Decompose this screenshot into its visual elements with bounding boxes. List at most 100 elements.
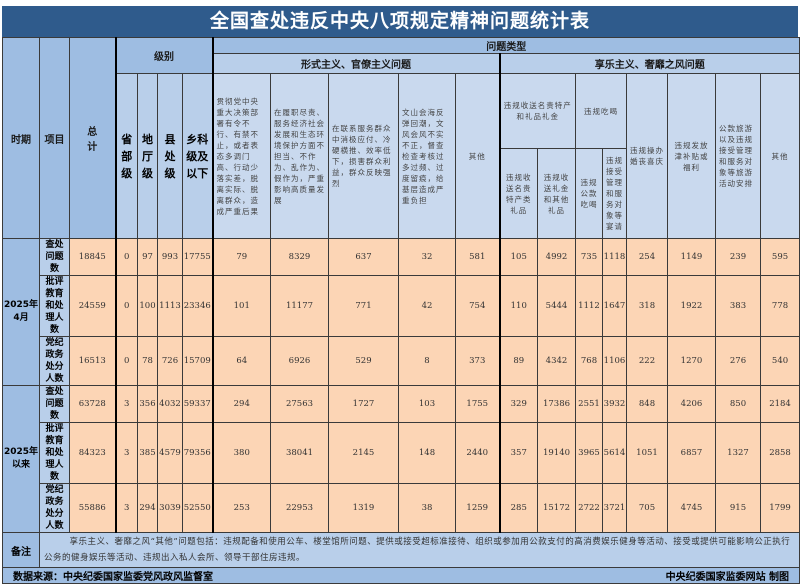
value-cell: 373 — [455, 336, 500, 386]
notes-label: 备注 — [2, 532, 40, 568]
value-cell: 64 — [211, 336, 271, 386]
value-cell: 754 — [455, 275, 500, 337]
value-cell: 11177 — [270, 275, 329, 337]
value-cell: 3039 — [157, 483, 183, 533]
value-cell: 3932 — [602, 385, 627, 423]
value-cell: 239 — [715, 238, 761, 276]
table-row: 批评教育和处理人数 24559 0 100 1113 23346 101 11177 771 42… — [3, 275, 800, 337]
value-cell: 42 — [398, 275, 456, 337]
value-cell: 3 — [114, 422, 138, 484]
value-cell: 581 — [455, 238, 500, 276]
value-cell: 778 — [759, 275, 800, 337]
value-cell: 356 — [137, 385, 158, 423]
table-row: 2025年以来 查处问题数 63728 3 356 4032 59337 294 27563 17… — [2, 385, 800, 533]
value-cell: 4579 — [157, 422, 183, 484]
value-cell: 993 — [157, 238, 183, 276]
value-cell: 4342 — [537, 336, 576, 386]
header-dining-banquet: 违规接受管理和服务对象等宴请 — [602, 148, 627, 239]
value-cell: 3 — [114, 385, 138, 423]
header-level-county: 县处级 — [157, 73, 183, 239]
value-cell: 2722 — [575, 483, 603, 533]
value-cell: 27563 — [270, 385, 329, 423]
value-cell: 1755 — [455, 385, 500, 423]
value-cell: 294 — [137, 483, 158, 533]
table-row: 党纪政务处分人数 16513 0 78 726 15709 64 6926 529 8 373 89 4… — [3, 336, 800, 386]
value-cell: 2145 — [328, 422, 399, 484]
value-cell: 79 — [211, 238, 271, 276]
value-cell: 915 — [715, 483, 761, 533]
value-cell: 101 — [211, 275, 271, 337]
value-cell: 97 — [137, 238, 158, 276]
header-formalism-decisions: 贯彻党中央重大决策部署有令不行、有禁不止，或者表态多调门高、行动少落实差，脱离实… — [211, 73, 271, 239]
value-cell: 6857 — [667, 422, 716, 484]
value-cell: 726 — [157, 336, 183, 386]
value-cell: 1799 — [759, 483, 800, 533]
value-cell: 253 — [211, 483, 271, 533]
value-cell: 32 — [398, 238, 456, 276]
value-cell: 103 — [398, 385, 456, 423]
value-cell: 254 — [626, 238, 668, 276]
period-label: 2025年4月 — [2, 238, 40, 386]
value-cell: 1647 — [602, 275, 627, 337]
value-cell: 15709 — [182, 336, 213, 386]
value-cell: 23346 — [182, 275, 213, 337]
value-cell: 318 — [626, 275, 668, 337]
value-cell: 529 — [328, 336, 399, 386]
value-cell: 0 — [114, 238, 138, 276]
header-hedonism-other: 其他 — [759, 73, 800, 239]
value-cell: 705 — [626, 483, 668, 533]
header-subsidies: 违规发放津补贴或福利 — [667, 73, 716, 239]
header-formalism-other: 其他 — [455, 73, 500, 239]
header-hedonism: 享乐主义、奢靡之风问题 — [498, 53, 800, 74]
value-cell: 3 — [114, 483, 138, 533]
value-cell: 540 — [759, 336, 800, 386]
header-formalism: 形式主义、官僚主义问题 — [211, 53, 500, 74]
value-cell: 768 — [575, 336, 603, 386]
value-cell: 4032 — [157, 385, 183, 423]
value-cell: 6926 — [270, 336, 329, 386]
value-cell: 850 — [715, 385, 761, 423]
value-cell: 4992 — [537, 238, 576, 276]
data-source: 数据来源：中央纪委国家监委党风政风监督室 — [13, 572, 213, 583]
header-level-township: 乡科级及以下 — [182, 73, 213, 239]
value-cell: 1106 — [602, 336, 627, 386]
header-dining-group: 违规吃喝 — [575, 73, 627, 149]
credit: 中央纪委国家监委网站 制图 — [665, 572, 790, 583]
value-cell: 1327 — [715, 422, 761, 484]
value-cell: 1149 — [667, 238, 716, 276]
value-cell: 4206 — [667, 385, 716, 423]
value-cell: 294 — [211, 385, 271, 423]
header-total: 总计 — [69, 37, 116, 239]
value-cell: 595 — [759, 238, 800, 276]
table-title: 全国查处违反中央八项规定精神问题统计表 — [2, 6, 798, 37]
value-cell: 100 — [137, 275, 158, 337]
value-cell: 55886 — [69, 483, 116, 533]
value-cell: 380 — [211, 422, 271, 484]
value-cell: 0 — [114, 336, 138, 386]
value-cell: 5614 — [602, 422, 627, 484]
value-cell: 15172 — [537, 483, 576, 533]
value-cell: 357 — [498, 422, 538, 484]
value-cell: 1118 — [602, 238, 627, 276]
row-item-label: 党纪政务处分人数 — [39, 336, 70, 386]
value-cell: 38 — [398, 483, 456, 533]
value-cell: 17755 — [182, 238, 213, 276]
value-cell: 2858 — [759, 422, 800, 484]
value-cell: 38041 — [270, 422, 329, 484]
value-cell: 4745 — [667, 483, 716, 533]
row-item-label: 批评教育和处理人数 — [39, 275, 70, 337]
table-row: 党纪政务处分人数 55886 3 294 3039 52550 253 22953 1319 38… — [3, 483, 800, 533]
value-cell: 1259 — [455, 483, 500, 533]
table-row: 2025年4月 查处问题数 18845 0 97 993 17755 79 8329 637 32 5… — [2, 238, 800, 386]
value-cell: 3721 — [602, 483, 627, 533]
value-cell: 89 — [498, 336, 538, 386]
value-cell: 24559 — [69, 275, 116, 337]
value-cell: 222 — [626, 336, 668, 386]
value-cell: 385 — [137, 422, 158, 484]
value-cell: 18845 — [69, 238, 116, 276]
value-cell: 59337 — [182, 385, 213, 423]
value-cell: 8329 — [270, 238, 329, 276]
value-cell: 1270 — [667, 336, 716, 386]
value-cell: 1727 — [328, 385, 399, 423]
value-cell: 63728 — [69, 385, 116, 423]
